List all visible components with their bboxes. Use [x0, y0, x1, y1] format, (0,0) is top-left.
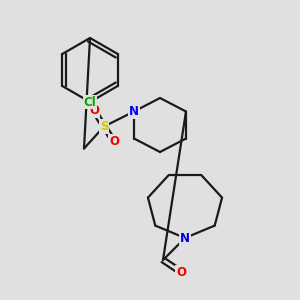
Text: N: N: [180, 232, 190, 244]
Text: S: S: [100, 120, 108, 133]
Text: N: N: [129, 105, 139, 118]
Text: O: O: [109, 135, 119, 148]
Text: O: O: [176, 266, 186, 278]
Text: O: O: [89, 104, 99, 117]
Text: Cl: Cl: [84, 95, 96, 109]
